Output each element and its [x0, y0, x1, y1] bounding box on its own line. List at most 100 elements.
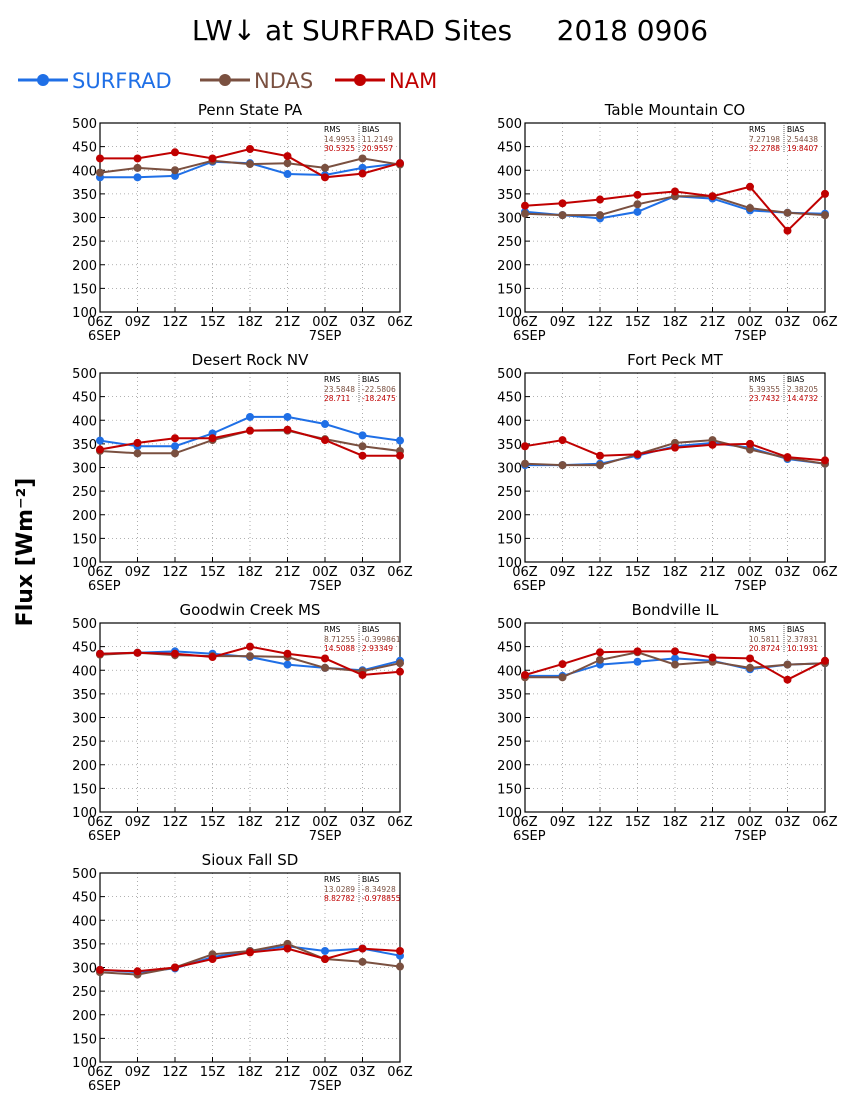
y-tick-label: 500 [72, 867, 97, 882]
data-point-ndas [746, 663, 754, 672]
x-tick-label: 00Z [737, 815, 763, 830]
date-label: 6SEP [88, 329, 121, 344]
y-tick-label: 300 [72, 462, 97, 477]
data-point-ndas [171, 166, 179, 175]
y-tick-label: 100 [72, 306, 97, 321]
y-tick-label: 150 [72, 782, 97, 797]
x-tick-label: 12Z [162, 815, 188, 830]
x-tick-label: 15Z [200, 815, 226, 830]
panel-title: Goodwin Creek MS [180, 601, 321, 619]
data-point-ndas [171, 449, 179, 458]
data-point-nam [171, 434, 179, 443]
x-tick-label: 09Z [550, 315, 576, 330]
stats-ndas-rms: 23.5848 [324, 385, 355, 394]
data-point-nam [171, 963, 179, 972]
y-tick-label: 450 [72, 891, 97, 906]
stats-rms-header: RMS [324, 625, 341, 634]
y-tick-label: 250 [72, 735, 97, 750]
date-label: 7SEP [309, 329, 342, 344]
y-tick-label: 100 [72, 556, 97, 571]
x-tick-label: 06Z [387, 315, 413, 330]
data-point-nam [283, 152, 292, 161]
x-tick-label: 00Z [312, 815, 338, 830]
stats-rms-header: RMS [324, 125, 341, 134]
date-label: 7SEP [734, 579, 767, 594]
panel-bondville-il: Bondville IL 100 150 200 250 300 350 400 450 500 0… [497, 601, 838, 844]
x-tick-label: 21Z [700, 315, 726, 330]
x-tick-label: 12Z [162, 315, 188, 330]
y-tick-label: 150 [72, 1032, 97, 1047]
stats-bias-header: BIAS [787, 375, 804, 384]
x-tick-label: 09Z [550, 565, 576, 580]
series-nam [96, 425, 404, 460]
y-tick-label: 200 [497, 259, 522, 274]
stats-nam-rms: 23.7432 [749, 394, 780, 403]
data-point-nam [96, 965, 104, 974]
date-label: 7SEP [734, 829, 767, 844]
x-tick-label: 12Z [162, 1065, 188, 1080]
y-tick-label: 350 [72, 688, 97, 703]
date-label: 7SEP [309, 1079, 342, 1094]
data-point-ndas [746, 204, 754, 213]
x-tick-label: 21Z [275, 1065, 301, 1080]
stats-ndas-rms: 5.39355 [749, 385, 780, 394]
data-point-nam [821, 656, 829, 665]
panel-title: Bondville IL [632, 601, 719, 619]
x-tick-label: 06Z [387, 1065, 413, 1080]
data-point-nam [321, 654, 329, 663]
data-point-ndas [358, 154, 367, 163]
y-tick-label: 400 [497, 164, 522, 179]
panel-title: Sioux Fall SD [202, 851, 299, 869]
y-tick-label: 150 [497, 532, 522, 547]
x-tick-label: 03Z [775, 565, 801, 580]
data-point-nam [671, 647, 679, 656]
x-tick-label: 09Z [550, 815, 576, 830]
y-tick-label: 450 [72, 641, 97, 656]
y-tick-label: 100 [497, 806, 522, 821]
data-point-nam [133, 154, 142, 163]
data-point-surfrad [171, 171, 179, 180]
data-point-nam [746, 182, 754, 191]
panel-title: Penn State PA [198, 101, 303, 119]
data-point-surfrad [358, 163, 367, 172]
x-tick-label: 09Z [125, 815, 151, 830]
stats-bias-header: BIAS [362, 125, 379, 134]
y-tick-label: 200 [72, 1009, 97, 1024]
x-tick-label: 15Z [200, 565, 226, 580]
y-tick-label: 300 [72, 962, 97, 977]
x-tick-label: 12Z [162, 565, 188, 580]
panel-sioux-fall-sd: Sioux Fall SD 100 150 200 250 300 350 400 450 500… [72, 851, 413, 1094]
data-point-ndas [558, 673, 567, 682]
legend-item-ndas: NDAS [200, 69, 313, 93]
x-tick-label: 06Z [812, 565, 838, 580]
stats-bias-header: BIAS [787, 625, 804, 634]
stats-ndas-rms: 10.5811 [749, 635, 780, 644]
stats-nam-rms: 30.5325 [324, 144, 355, 153]
stats-rms-header: RMS [749, 625, 766, 634]
y-tick-label: 200 [72, 259, 97, 274]
data-point-nam [783, 453, 792, 462]
x-tick-label: 06Z [87, 815, 113, 830]
data-point-nam [558, 660, 567, 669]
legend-item-nam: NAM [335, 69, 437, 93]
stats-rms-header: RMS [324, 875, 341, 884]
data-point-nam [671, 443, 679, 452]
y-tick-label: 150 [497, 282, 522, 297]
stats-ndas-rms: 8.71255 [324, 635, 355, 644]
stats-nam-bias: 14.4732 [787, 394, 818, 403]
data-point-ndas [558, 461, 567, 470]
data-point-ndas [283, 159, 292, 168]
y-tick-label: 350 [497, 188, 522, 203]
y-tick-label: 350 [72, 938, 97, 953]
stats-ndas-bias: -0.399861 [362, 635, 401, 644]
data-point-nam [283, 944, 292, 953]
y-tick-label: 450 [497, 391, 522, 406]
stats-bias-header: BIAS [362, 375, 379, 384]
stats-ndas-bias: 2.38205 [787, 385, 818, 394]
stats-nam-rms: 20.8724 [749, 644, 780, 653]
y-tick-label: 450 [497, 641, 522, 656]
date-label: 6SEP [88, 579, 121, 594]
data-point-nam [321, 954, 329, 963]
y-tick-label: 500 [72, 117, 97, 132]
data-point-nam [671, 187, 679, 196]
